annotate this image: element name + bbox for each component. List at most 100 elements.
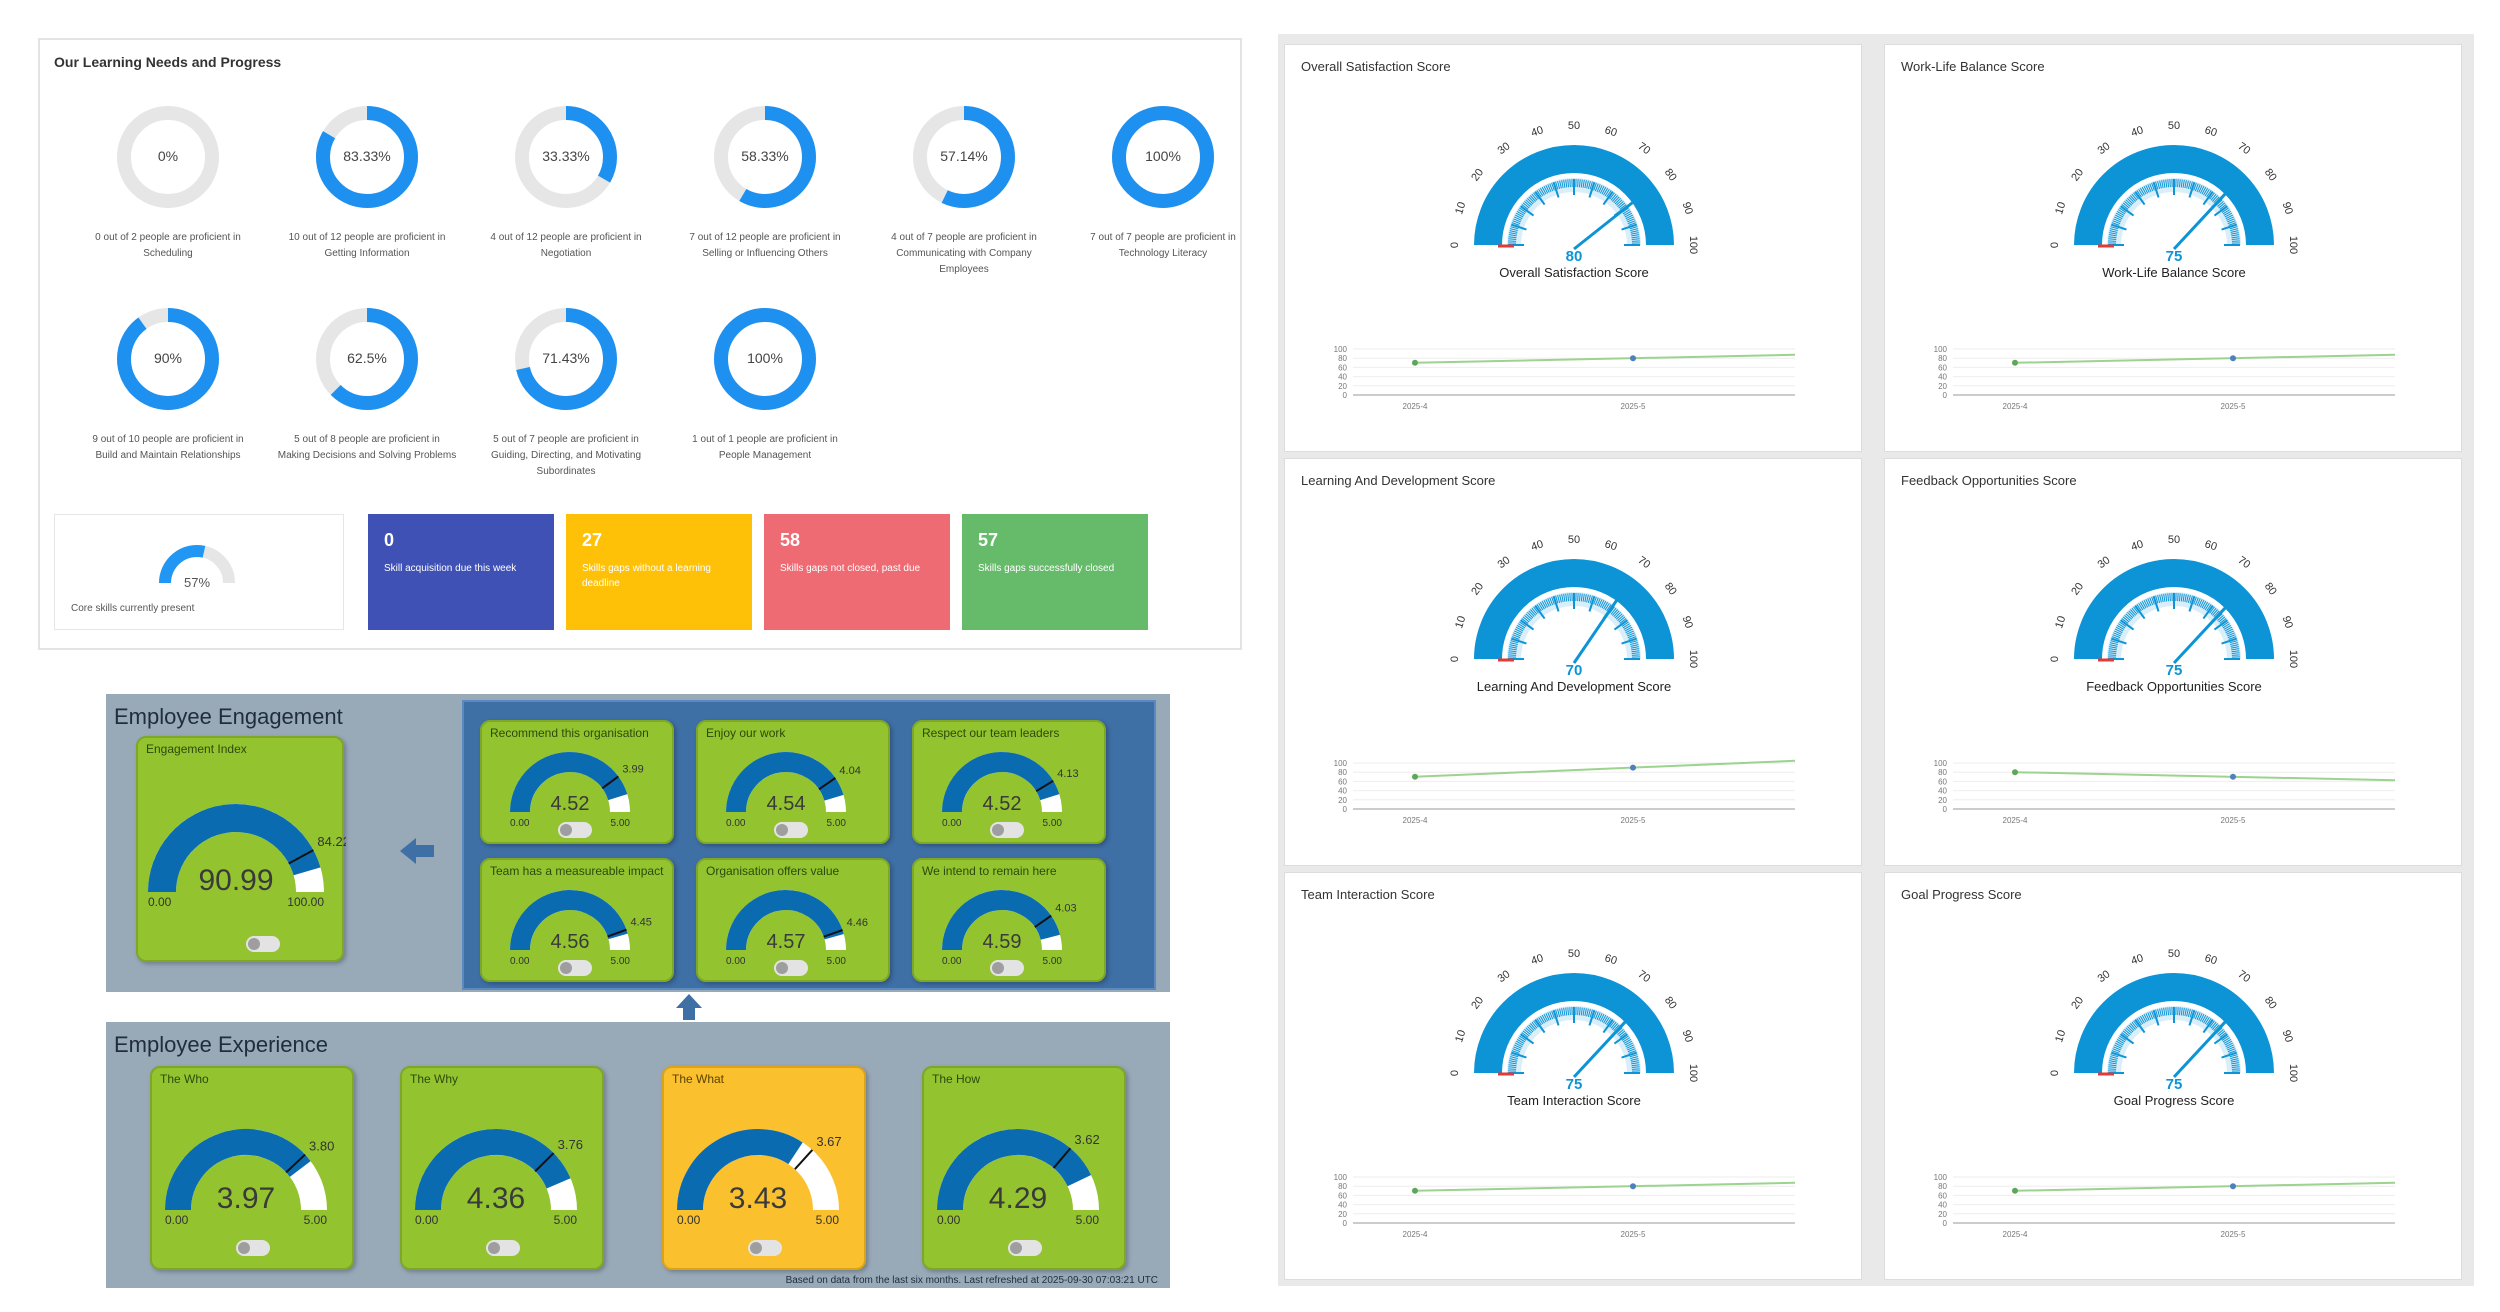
gauge-max: 5.00 [611, 818, 631, 829]
gauge-tick-label: 100 [2287, 236, 2299, 254]
proficiency-ring[interactable]: 100% 7 out of 7 people are proficient in T… [1063, 102, 1263, 262]
card-title: The Who [160, 1072, 209, 1086]
trend-x-tick: 2025-4 [2003, 1230, 2028, 1239]
proficiency-ring[interactable]: 58.33% 7 out of 12 people are proficient … [665, 102, 865, 262]
proficiency-ring[interactable]: 57.14% 4 out of 7 people are proficient i… [864, 102, 1064, 278]
skill-acquisition-tile[interactable]: 0 Skill acquisition due this week [368, 514, 554, 630]
ring-chart: 33.33% [515, 106, 617, 208]
gaps-closed-tile[interactable]: 57 Skills gaps successfully closed [962, 514, 1148, 630]
gaps-without-deadline-tile[interactable]: 27 Skills gaps without a learning deadli… [566, 514, 752, 630]
experience-card[interactable]: The Who 3.97 3.80 0.00 5.00 [150, 1066, 354, 1270]
toggle-switch[interactable] [246, 936, 280, 952]
gauge-tick-label: 70 [1635, 968, 1652, 985]
trend-x-tick: 2025-4 [1403, 816, 1428, 825]
trend-y-tick: 100 [1934, 759, 1948, 768]
toggle-switch[interactable] [558, 960, 592, 976]
card-title: The Why [410, 1072, 459, 1086]
target-value: 4.13 [1057, 768, 1078, 780]
trend-point [2012, 769, 2018, 776]
trend-y-tick: 40 [1938, 1201, 1947, 1210]
target-marker [607, 928, 627, 938]
proficiency-ring[interactable]: 0% 0 out of 2 people are proficient in Sch… [68, 102, 268, 262]
score-card[interactable]: Work-Life Balance Score 0 10 20 30 40 50 60 70 80… [1884, 44, 2462, 452]
gauge-min: 0.00 [510, 818, 530, 829]
ring-chart: 57.14% [913, 106, 1015, 208]
gauge-tick-label: 80 [1662, 581, 1679, 598]
toggle-switch[interactable] [486, 1240, 520, 1256]
target-marker [1052, 1147, 1072, 1169]
trend-point [1630, 764, 1636, 771]
gauge-tick-label: 40 [1530, 124, 1545, 139]
score-card[interactable]: Overall Satisfaction Score 0 10 20 30 40 50 60 7… [1284, 44, 1862, 452]
gauge-needle [1572, 1019, 1628, 1079]
experience-card[interactable]: The How 4.29 3.62 0.00 5.00 [922, 1066, 1126, 1270]
toggle-switch[interactable] [990, 822, 1024, 838]
engagement-driver-card[interactable]: Respect our team leaders 4.52 4.13 0.00 5.00 [912, 720, 1106, 844]
trend-y-tick: 20 [1938, 1210, 1947, 1219]
experience-card[interactable]: The What 3.43 3.67 0.00 5.00 [662, 1066, 866, 1270]
score-card[interactable]: Goal Progress Score 0 10 20 30 40 50 60 70 80 90 10… [1884, 872, 2462, 1280]
engagement-driver-card[interactable]: Team has a measureable impact 4.56 4.45 0.0… [480, 858, 674, 982]
tile-text: Skills gaps without a learning deadline [582, 563, 711, 589]
engagement-driver-card[interactable]: Enjoy our work 4.54 4.04 0.00 5.00 [696, 720, 890, 844]
engagement-index-card[interactable]: Engagement Index 90.99 84.22 0.00 100.00 [136, 736, 346, 962]
trend-point [2230, 355, 2236, 362]
trend-y-tick: 100 [1334, 345, 1348, 354]
toggle-switch[interactable] [748, 1240, 782, 1256]
trend-x-tick: 2025-5 [1621, 402, 1646, 411]
caption-line: Guiding, Directing, and Motivating [490, 450, 642, 461]
employee-experience-section: Employee Experience The Who 3.97 3.80 0.00 5… [106, 1022, 1170, 1288]
gauge-tick-label: 40 [2130, 538, 2145, 553]
toggle-switch[interactable] [236, 1240, 270, 1256]
card-title: Enjoy our work [706, 726, 786, 740]
ring-caption: 10 out of 12 people are proficient in Get… [267, 230, 467, 262]
gauge-tick-label: 80 [1662, 995, 1679, 1012]
toggle-switch[interactable] [990, 960, 1024, 976]
proficiency-ring[interactable]: 90% 9 out of 10 people are proficient in B… [68, 304, 268, 464]
gauge-value-arc [942, 752, 1060, 813]
target-marker [794, 1149, 814, 1170]
ring-caption: 7 out of 12 people are proficient in Sell… [665, 230, 865, 262]
proficiency-ring[interactable]: 33.33% 4 out of 12 people are proficient … [466, 102, 666, 262]
gauge-tick-label: 50 [1568, 120, 1580, 132]
gaps-past-due-tile[interactable]: 58 Skills gaps not closed, past due [764, 514, 950, 630]
gauge-tick-label: 80 [2262, 995, 2279, 1012]
experience-card[interactable]: The Why 4.36 3.76 0.00 5.00 [400, 1066, 604, 1270]
engagement-driver-card[interactable]: We intend to remain here 4.59 4.03 0.00 5.00 [912, 858, 1106, 982]
trend-y-tick: 20 [1338, 796, 1347, 805]
tile-number: 27 [582, 530, 603, 550]
trend-y-tick: 80 [1938, 1182, 1947, 1191]
score-card[interactable]: Feedback Opportunities Score 0 10 20 30 40 50 6… [1884, 458, 2462, 866]
trend-y-tick: 100 [1334, 1173, 1348, 1182]
engagement-driver-card[interactable]: Recommend this organisation 4.52 3.99 0.00 5… [480, 720, 674, 844]
gauge-tick-label: 70 [2235, 968, 2252, 985]
toggle-switch[interactable] [1008, 1240, 1042, 1256]
gauge-value-arc [942, 890, 1061, 951]
gauge-tick-label: 0 [1449, 1070, 1461, 1076]
core-skills-tile[interactable]: 57% Core skills currently present [54, 514, 344, 630]
gauge-value: 3.97 [217, 1182, 275, 1215]
toggle-switch[interactable] [774, 960, 808, 976]
gauge-label: Goal Progress Score [2114, 1093, 2235, 1108]
gauge-min: 0.00 [148, 895, 172, 909]
trend-x-tick: 2025-5 [2221, 816, 2246, 825]
card-title: Engagement Index [146, 742, 247, 756]
ring-value: 100% [1145, 148, 1181, 164]
gauge-label: Feedback Opportunities Score [2086, 679, 2262, 694]
proficiency-ring[interactable]: 62.5% 5 out of 8 people are proficient in… [267, 304, 467, 464]
score-card[interactable]: Team Interaction Score 0 10 20 30 40 50 60 70 80 9… [1284, 872, 1862, 1280]
toggle-switch[interactable] [558, 822, 592, 838]
gauge-tick-label: 50 [2168, 948, 2180, 960]
proficiency-ring[interactable]: 71.43% 5 out of 7 people are proficient i… [466, 304, 666, 480]
gauge-value-arc [937, 1129, 1092, 1211]
gauge-tick-label: 0 [2049, 656, 2061, 662]
trend-y-tick: 60 [1338, 363, 1347, 372]
score-card[interactable]: Learning And Development Score 0 10 20 30 40 5… [1284, 458, 1862, 866]
proficiency-ring[interactable]: 100% 1 out of 1 people are proficient in P… [665, 304, 865, 464]
toggle-switch[interactable] [774, 822, 808, 838]
proficiency-ring[interactable]: 83.33% 10 out of 12 people are proficient… [267, 102, 467, 262]
engagement-driver-card[interactable]: Organisation offers value 4.57 4.46 0.00 5.0… [696, 858, 890, 982]
gauge-tick-label: 30 [2096, 140, 2113, 157]
gauge-label: Team Interaction Score [1507, 1093, 1641, 1108]
